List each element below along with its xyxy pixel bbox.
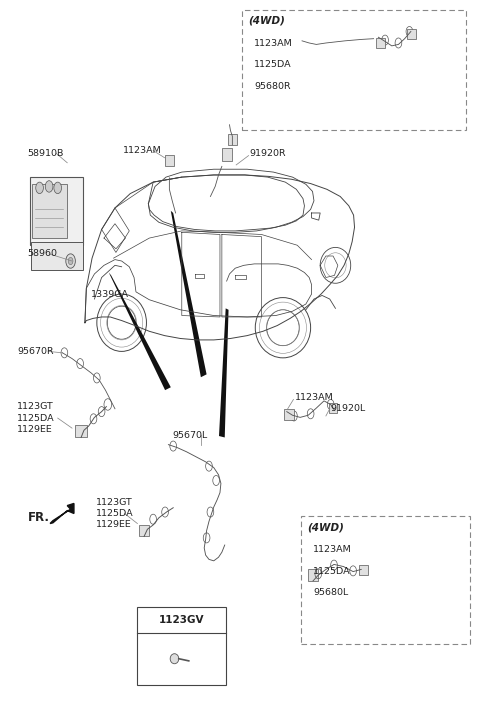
Circle shape	[36, 182, 43, 194]
Polygon shape	[50, 503, 74, 523]
Circle shape	[68, 258, 73, 265]
Bar	[329, 403, 337, 413]
Circle shape	[54, 182, 61, 194]
Circle shape	[45, 181, 53, 192]
Bar	[30, 177, 84, 246]
Text: 1339GA: 1339GA	[91, 289, 129, 299]
Ellipse shape	[170, 654, 179, 664]
Text: 91920L: 91920L	[331, 404, 366, 413]
Text: 95680R: 95680R	[254, 81, 291, 91]
Bar	[301, 516, 470, 644]
Text: 1123GV: 1123GV	[159, 615, 204, 625]
Text: 1125DA: 1125DA	[96, 509, 133, 518]
Text: 1125DA: 1125DA	[254, 60, 292, 69]
Text: (4WD): (4WD)	[248, 16, 285, 26]
Bar	[228, 134, 237, 145]
Polygon shape	[171, 211, 206, 377]
Text: 58910B: 58910B	[28, 149, 64, 158]
Polygon shape	[109, 272, 171, 390]
Bar	[137, 608, 226, 685]
Text: 1123AM: 1123AM	[295, 393, 334, 402]
Text: 95680L: 95680L	[313, 588, 348, 597]
Bar	[407, 29, 416, 39]
Bar	[222, 148, 232, 161]
Text: 95670R: 95670R	[17, 347, 54, 356]
Text: 1129EE: 1129EE	[17, 425, 53, 434]
Bar	[376, 38, 384, 48]
Text: 1123AM: 1123AM	[313, 545, 352, 554]
Bar	[360, 565, 368, 575]
Text: (4WD): (4WD)	[307, 522, 344, 532]
Text: 1123GT: 1123GT	[96, 498, 132, 506]
Bar	[308, 570, 318, 581]
Text: 1125DA: 1125DA	[313, 567, 350, 575]
Text: FR.: FR.	[28, 511, 49, 524]
Bar	[165, 155, 174, 166]
Text: 1125DA: 1125DA	[17, 413, 55, 423]
Bar	[139, 525, 149, 536]
Bar	[75, 425, 87, 438]
Text: 1123AM: 1123AM	[123, 146, 162, 155]
Text: 1123AM: 1123AM	[254, 39, 293, 48]
Bar	[33, 184, 67, 238]
Text: 95670L: 95670L	[172, 431, 207, 440]
Text: 1129EE: 1129EE	[96, 521, 132, 529]
Text: 1123GT: 1123GT	[17, 402, 54, 411]
Text: 91920R: 91920R	[250, 149, 286, 158]
Bar	[31, 242, 83, 270]
Circle shape	[66, 254, 75, 268]
Polygon shape	[219, 308, 228, 438]
Text: 58960: 58960	[28, 249, 58, 258]
Bar	[284, 409, 294, 420]
Bar	[242, 10, 466, 130]
